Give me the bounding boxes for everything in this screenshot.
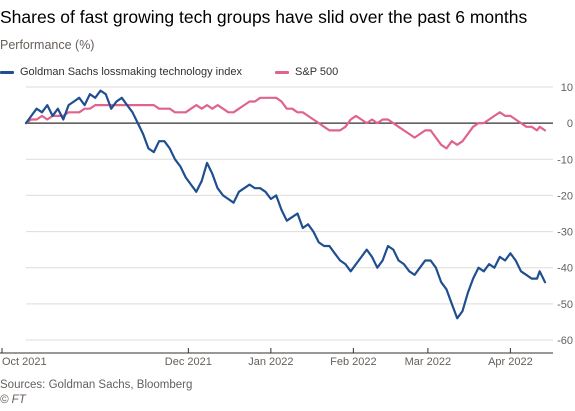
y-axis-tick-labels: 10 0 -10 -20 -30 -40 -50 -60 — [557, 82, 573, 347]
x-tick-label: Dec 2021 — [165, 356, 212, 368]
ft-credit: © FT — [0, 394, 26, 406]
x-axis-ticks: Oct 2021 Dec 2021 Jan 2022 Feb 2022 Mar 2022… — [0, 348, 553, 368]
source-note: Sources: Goldman Sachs, Bloomberg — [0, 379, 193, 391]
chart-subtitle: Performance (%) — [0, 38, 95, 52]
x-tick-label: Oct 2021 — [2, 356, 47, 368]
legend-label-tech-index: Goldman Sachs lossmaking technology inde… — [20, 66, 242, 79]
series-line-tech-index — [24, 89, 547, 320]
y-tick-label: -30 — [557, 227, 573, 239]
y-tick-label: -20 — [557, 190, 573, 202]
x-tick-label: Apr 2022 — [488, 356, 533, 368]
legend-swatch-tech-index — [0, 70, 14, 74]
x-tick-label: Feb 2022 — [330, 356, 376, 368]
x-tick-label: Mar 2022 — [405, 356, 451, 368]
y-tick-label: -10 — [557, 154, 573, 166]
chart-legend: Goldman Sachs lossmaking technology inde… — [0, 66, 338, 78]
y-tick-label: 10 — [561, 82, 573, 94]
legend-item-sp500: S&P 500 — [275, 66, 338, 78]
gridlines — [26, 86, 553, 341]
legend-item-tech-index: Goldman Sachs lossmaking technology inde… — [0, 66, 242, 78]
y-tick-label: -60 — [557, 335, 573, 347]
x-tick-label: Jan 2022 — [248, 356, 293, 368]
line-chart: 10 0 -10 -20 -30 -40 -50 -60 Oct 2021 Dec 2021 Ja… — [0, 82, 573, 368]
legend-swatch-sp500 — [275, 70, 290, 74]
y-tick-label: 0 — [567, 118, 573, 130]
legend-label-sp500: S&P 500 — [295, 66, 339, 79]
chart-title: Shares of fast growing tech groups have … — [0, 7, 528, 27]
data-series — [24, 89, 547, 320]
y-tick-label: -40 — [557, 263, 573, 275]
y-tick-label: -50 — [557, 299, 573, 311]
